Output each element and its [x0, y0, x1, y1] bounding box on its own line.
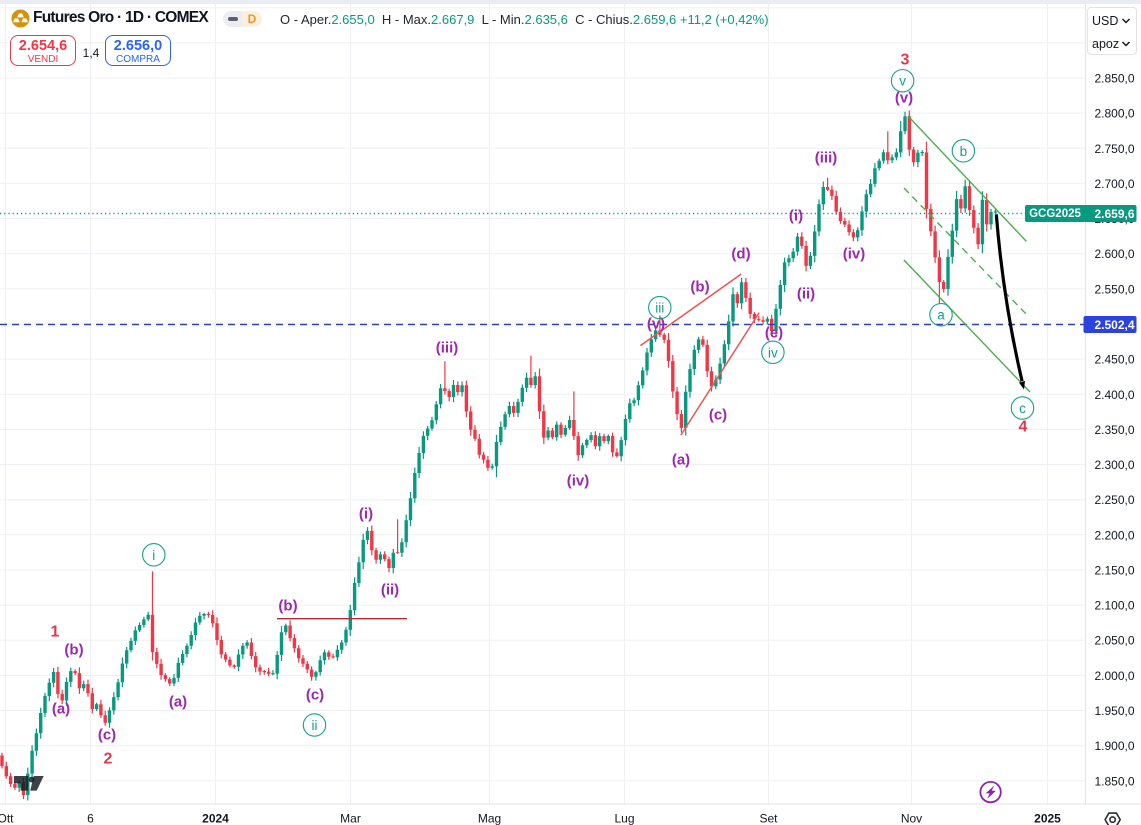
svg-text:Ott: Ott	[0, 812, 14, 825]
svg-text:(b): (b)	[64, 642, 83, 659]
svg-text:(d): (d)	[731, 246, 750, 263]
svg-text:1.850,0: 1.850,0	[1095, 774, 1135, 788]
svg-text:2.300,0: 2.300,0	[1095, 458, 1135, 472]
svg-text:Set: Set	[759, 812, 778, 825]
svg-text:(i): (i)	[359, 506, 373, 523]
svg-text:2.700,0: 2.700,0	[1095, 177, 1135, 191]
svg-text:(v): (v)	[647, 316, 665, 333]
svg-text:2.600,0: 2.600,0	[1095, 247, 1135, 261]
svg-text:2025: 2025	[1034, 812, 1061, 825]
svg-text:1.900,0: 1.900,0	[1095, 739, 1135, 753]
svg-text:2.050,0: 2.050,0	[1095, 634, 1135, 648]
svg-text:(e): (e)	[765, 325, 783, 342]
svg-text:2.200,0: 2.200,0	[1095, 528, 1135, 542]
svg-text:(i): (i)	[789, 208, 803, 225]
svg-text:a: a	[937, 308, 945, 323]
svg-text:(c): (c)	[98, 727, 116, 744]
svg-text:2: 2	[104, 751, 113, 768]
svg-text:(iv): (iv)	[843, 246, 866, 263]
svg-text:2.550,0: 2.550,0	[1095, 282, 1135, 296]
svg-text:4: 4	[1019, 419, 1028, 436]
svg-text:(a): (a)	[169, 694, 187, 711]
svg-text:1: 1	[51, 624, 60, 641]
svg-text:(iii): (iii)	[436, 340, 459, 357]
svg-text:v: v	[899, 74, 906, 89]
svg-text:2.450,0: 2.450,0	[1095, 353, 1135, 367]
svg-text:(v): (v)	[895, 90, 913, 107]
svg-text:2.000,0: 2.000,0	[1095, 669, 1135, 683]
svg-text:iii: iii	[655, 301, 664, 316]
svg-text:2024: 2024	[202, 812, 229, 825]
svg-text:6: 6	[87, 812, 94, 825]
svg-text:GCG2025: GCG2025	[1029, 208, 1081, 220]
svg-text:(a): (a)	[672, 452, 690, 469]
svg-text:Mag: Mag	[478, 812, 501, 825]
svg-text:2.400,0: 2.400,0	[1095, 388, 1135, 402]
svg-text:Mar: Mar	[340, 812, 361, 825]
svg-text:b: b	[960, 144, 968, 159]
svg-text:2.659,6: 2.659,6	[1095, 207, 1135, 221]
svg-text:(iii): (iii)	[815, 150, 838, 167]
svg-text:2.250,0: 2.250,0	[1095, 493, 1135, 507]
svg-text:(iv): (iv)	[567, 473, 590, 490]
svg-text:(b): (b)	[690, 279, 709, 296]
svg-text:c: c	[1019, 401, 1026, 416]
svg-text:Nov: Nov	[901, 812, 922, 825]
svg-text:2.800,0: 2.800,0	[1095, 107, 1135, 121]
svg-text:i: i	[152, 548, 155, 563]
svg-text:2.502,4: 2.502,4	[1095, 318, 1135, 332]
svg-text:(a): (a)	[52, 701, 70, 718]
svg-text:3: 3	[901, 52, 910, 69]
svg-text:iv: iv	[768, 345, 778, 360]
svg-text:(c): (c)	[306, 687, 324, 704]
svg-text:1.950,0: 1.950,0	[1095, 704, 1135, 718]
svg-text:2.350,0: 2.350,0	[1095, 423, 1135, 437]
svg-text:(ii): (ii)	[797, 286, 815, 303]
svg-text:2.100,0: 2.100,0	[1095, 599, 1135, 613]
svg-text:(ii): (ii)	[381, 582, 399, 599]
svg-text:ii: ii	[312, 718, 318, 733]
svg-text:2.150,0: 2.150,0	[1095, 563, 1135, 577]
svg-text:2.750,0: 2.750,0	[1095, 142, 1135, 156]
svg-text:2.850,0: 2.850,0	[1095, 72, 1135, 86]
svg-text:(b): (b)	[278, 598, 297, 615]
svg-text:(c): (c)	[709, 407, 727, 424]
svg-text:Lug: Lug	[614, 812, 634, 825]
